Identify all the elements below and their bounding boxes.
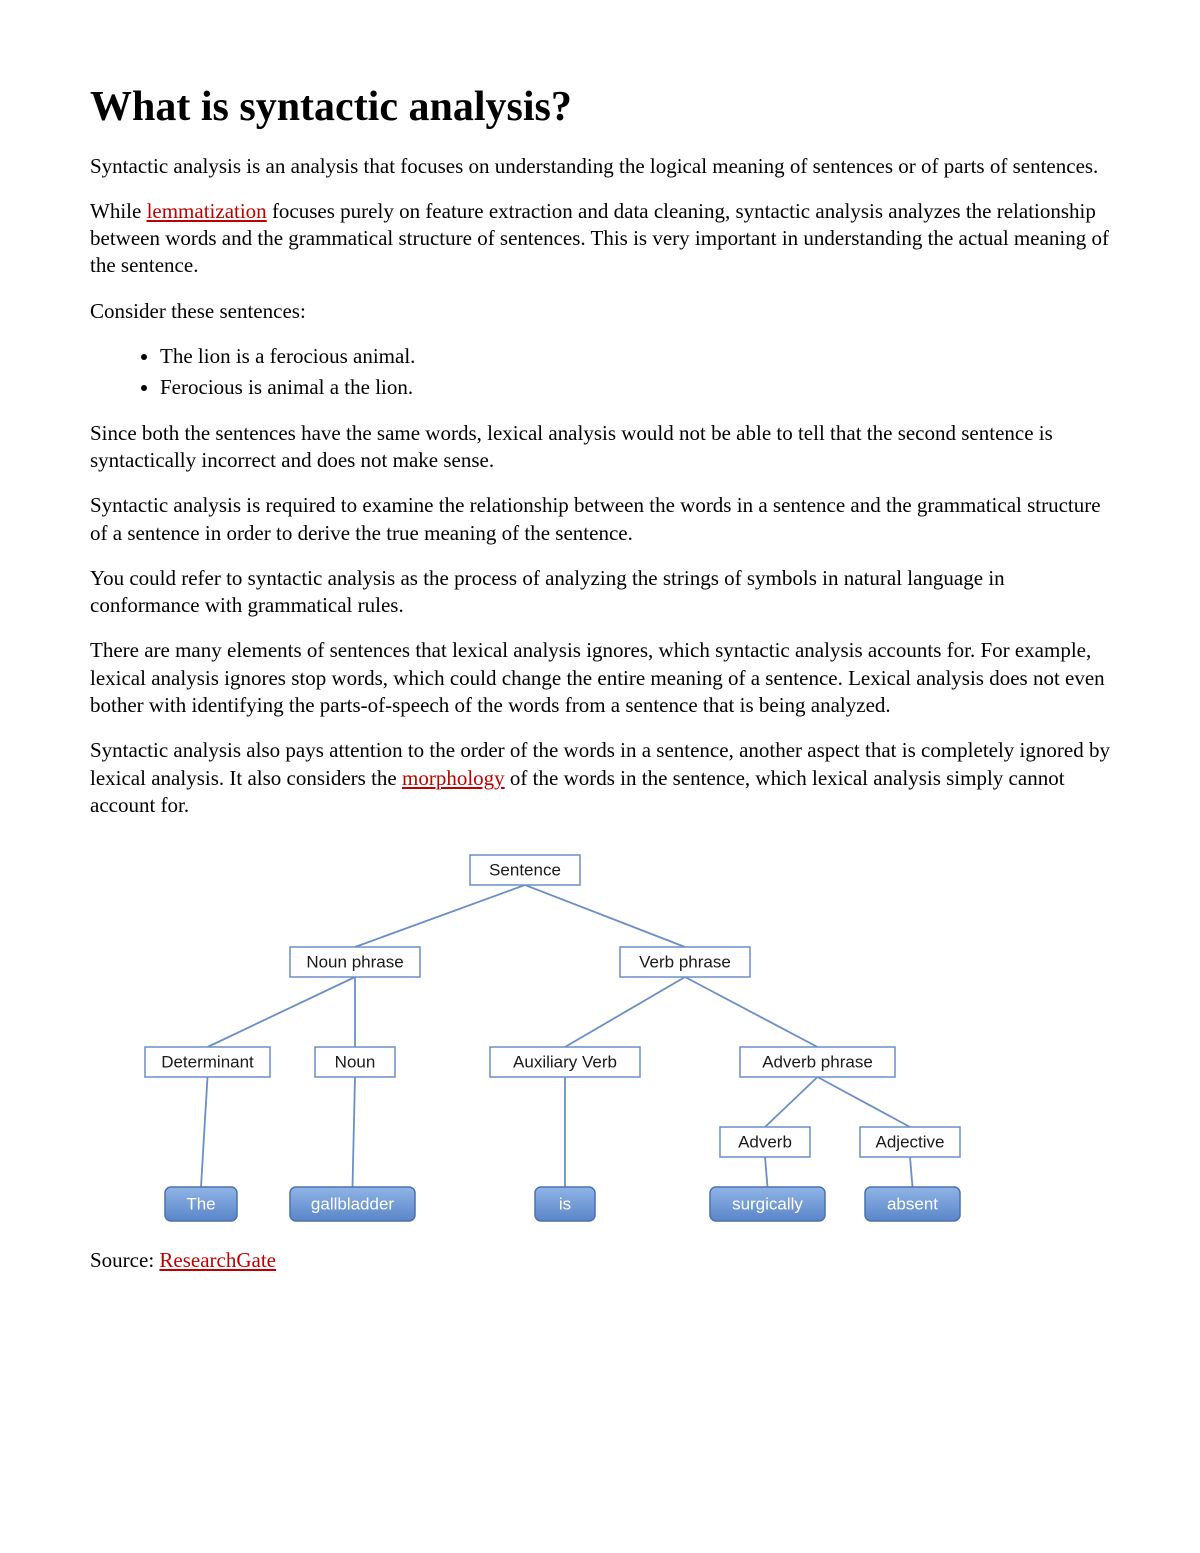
svg-text:Sentence: Sentence bbox=[489, 861, 561, 880]
list-item: Ferocious is animal a the lion. bbox=[160, 374, 1110, 401]
svg-text:Determinant: Determinant bbox=[161, 1053, 254, 1072]
svg-text:gallbladder: gallbladder bbox=[311, 1195, 395, 1214]
svg-text:Auxiliary Verb: Auxiliary Verb bbox=[513, 1053, 617, 1072]
list-item: The lion is a ferocious animal. bbox=[160, 343, 1110, 370]
svg-text:Verb phrase: Verb phrase bbox=[639, 953, 731, 972]
tree-svg: Sentence Noun phrase Verb phrase Determinan… bbox=[90, 837, 1000, 1237]
paragraph: Consider these sentences: bbox=[90, 298, 1110, 325]
lemmatization-link[interactable]: lemmatization bbox=[147, 199, 267, 223]
source-line: Source: ResearchGate bbox=[90, 1247, 1000, 1274]
parse-tree-diagram: Sentence Noun phrase Verb phrase Determinan… bbox=[90, 837, 1000, 1274]
paragraph: There are many elements of sentences tha… bbox=[90, 637, 1110, 719]
page-title: What is syntactic analysis? bbox=[90, 80, 1110, 135]
source-label: Source: bbox=[90, 1248, 159, 1272]
paragraph: Since both the sentences have the same w… bbox=[90, 420, 1110, 475]
researchgate-link[interactable]: ResearchGate bbox=[159, 1248, 276, 1272]
svg-text:Adverb phrase: Adverb phrase bbox=[762, 1053, 873, 1072]
svg-text:The: The bbox=[186, 1195, 215, 1214]
paragraph: Syntactic analysis is an analysis that f… bbox=[90, 153, 1110, 180]
text: While bbox=[90, 199, 147, 223]
svg-text:absent: absent bbox=[887, 1195, 938, 1214]
paragraph: Syntactic analysis also pays attention t… bbox=[90, 737, 1110, 819]
svg-text:Noun phrase: Noun phrase bbox=[306, 953, 403, 972]
paragraph: You could refer to syntactic analysis as… bbox=[90, 565, 1110, 620]
svg-text:Adjective: Adjective bbox=[876, 1133, 945, 1152]
example-list: The lion is a ferocious animal. Ferociou… bbox=[90, 343, 1110, 402]
svg-text:is: is bbox=[559, 1195, 571, 1214]
svg-text:Adverb: Adverb bbox=[738, 1133, 792, 1152]
paragraph: Syntactic analysis is required to examin… bbox=[90, 492, 1110, 547]
svg-text:surgically: surgically bbox=[732, 1195, 803, 1214]
svg-text:Noun: Noun bbox=[335, 1053, 376, 1072]
paragraph: While lemmatization focuses purely on fe… bbox=[90, 198, 1110, 280]
morphology-link[interactable]: morphology bbox=[402, 766, 505, 790]
